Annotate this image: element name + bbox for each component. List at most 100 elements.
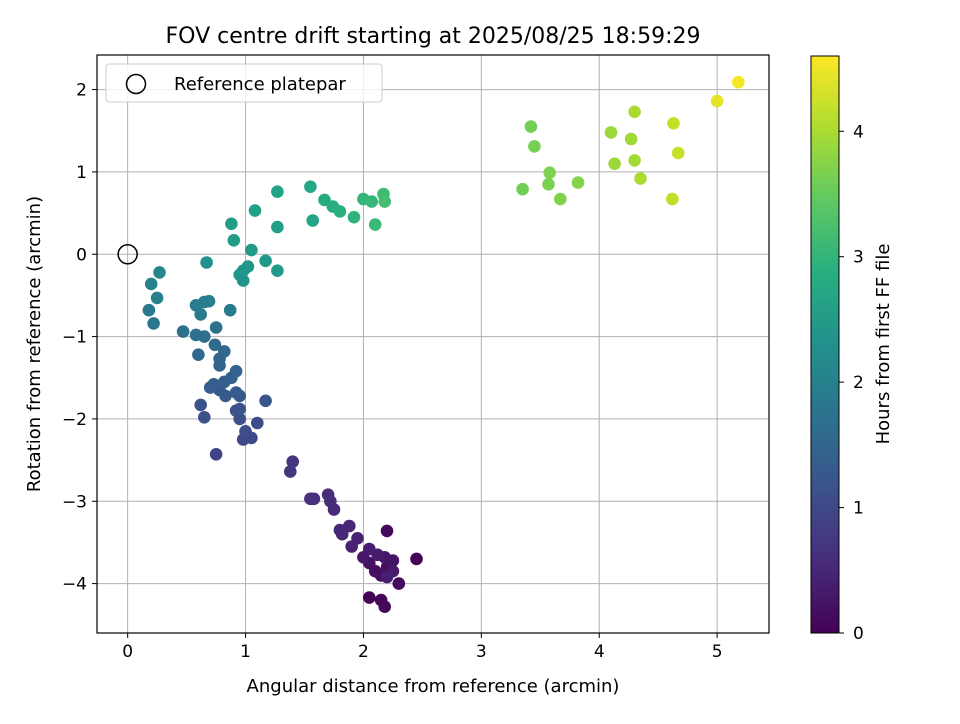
data-point [176,325,190,338]
data-point [392,577,406,590]
reference-platepar-marker [117,244,138,265]
legend-box [105,63,383,103]
data-point [368,218,382,231]
data-point [271,220,284,234]
colorbar-tick-label: 2 [853,373,864,393]
data-point [628,105,641,119]
data-point [271,185,284,198]
data-point [271,264,284,278]
data-point [363,542,376,556]
x-tick-label: 3 [476,642,487,662]
data-point [378,195,392,208]
data-point [144,277,158,291]
data-point [200,256,213,269]
data-point [333,205,347,218]
data-point [150,291,164,305]
y-axis-label: Rotation from reference (arcmin) [24,196,45,492]
colorbar: 0 1 2 3 4 Hours from first FF file [810,55,894,644]
y-tick-label: 0 [76,245,87,265]
data-point [732,75,745,89]
data-point [284,465,297,478]
data-point [208,338,222,352]
data-point [410,552,423,566]
colorbar-label: Hours from first FF file [873,244,894,445]
data-point [524,120,538,133]
data-point [634,172,647,185]
data-point [286,455,300,469]
x-tick-label: 5 [712,642,723,662]
data-point [153,266,166,279]
legend-reference-marker-icon [125,73,147,95]
data-point [365,195,379,208]
data-point [223,303,237,317]
data-point [250,416,264,430]
x-tick-label: 0 [122,642,133,662]
colorbar-tick-label: 3 [853,248,864,268]
data-point [248,204,262,217]
data-points [142,75,745,613]
data-point [192,348,205,362]
data-point [241,260,255,273]
data-point [543,166,556,179]
data-point [239,425,252,438]
data-point [233,402,246,416]
data-point [624,132,638,146]
data-point [229,364,243,378]
data-point [189,328,203,342]
data-point [306,214,320,227]
data-point [259,394,272,408]
data-point [608,157,621,170]
data-point [227,234,241,247]
colorbar-tick-label: 4 [853,122,864,142]
data-point [194,398,207,412]
y-tick-label: −2 [62,410,87,430]
data-point [209,448,223,461]
data-point [554,192,567,206]
data-point [666,192,679,206]
data-point [380,570,394,584]
data-point [147,317,160,330]
colorbar-ticks: 0 1 2 3 4 [839,122,864,644]
x-tick-label: 1 [240,642,251,662]
x-axis-label: Angular distance from reference (arcmin) [247,676,620,697]
data-point [604,126,618,139]
data-point [542,178,555,191]
data-point [335,527,349,541]
data-point [671,146,685,160]
x-tick-label: 2 [358,642,369,662]
colorbar-tick-label: 0 [853,624,864,644]
x-tick-label: 4 [594,642,605,662]
data-point [259,254,272,268]
grid [97,55,769,633]
y-tick-label: 2 [76,81,87,101]
data-point [209,321,223,334]
colorbar-tick-label: 1 [853,499,864,519]
data-point [142,303,156,317]
y-tick-label: −4 [62,575,87,595]
reference-marker-layer [117,244,138,265]
data-point [528,140,541,153]
data-point [207,378,220,391]
y-axis-ticks: −4 −3 −2 −1 0 1 2 [62,81,97,595]
y-tick-label: 1 [76,163,87,183]
data-point [304,180,317,193]
data-point [378,600,392,613]
data-point [347,210,361,224]
data-point [202,294,216,308]
legend-entry-label: Reference platepar [174,74,346,95]
plot-frame [96,54,770,634]
data-point [710,94,724,108]
y-tick-label: −1 [62,328,87,348]
x-axis-ticks: 0 1 2 3 4 5 [122,633,723,662]
y-tick-label: −3 [62,492,87,512]
data-point [516,182,529,196]
data-point [218,345,231,358]
data-point [571,176,585,189]
data-point [321,488,335,502]
data-point [363,591,376,604]
legend: Reference platepar [105,63,383,103]
data-point [343,519,356,533]
data-point [345,540,359,553]
